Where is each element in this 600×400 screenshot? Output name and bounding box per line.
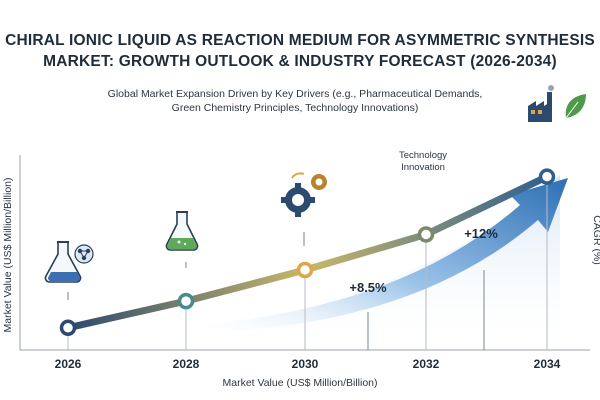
x-axis-title: Market Value (US$ Million/Billion) bbox=[222, 377, 377, 389]
flask-molecule-icon bbox=[44, 241, 94, 283]
data-point-2026 bbox=[59, 319, 77, 337]
growth-arrow bbox=[190, 178, 568, 332]
chart-subtitle: Global Market Expansion Driven by Key Dr… bbox=[60, 87, 530, 115]
factory-leaf-icon bbox=[528, 85, 586, 122]
gears-icon bbox=[281, 172, 327, 217]
data-markers bbox=[59, 168, 556, 337]
arrow-shape bbox=[190, 178, 568, 332]
callout-line-2: Innovation bbox=[401, 162, 445, 173]
subtitle-line-2: Green Chemistry Principles, Technology I… bbox=[171, 102, 419, 114]
title-line-1: CHIRAL IONIC LIQUID AS REACTION MEDIUM F… bbox=[5, 32, 595, 49]
subtitle-line-1: Global Market Expansion Driven by Key Dr… bbox=[107, 88, 483, 100]
x-tick-2034: 2034 bbox=[534, 357, 561, 371]
data-point-2028 bbox=[177, 292, 195, 310]
callout-line-1: Technology bbox=[399, 150, 447, 161]
annotation-8-5: +8.5% bbox=[349, 280, 387, 295]
title-line-2: MARKET: GROWTH OUTLOOK & INDUSTRY FORECA… bbox=[43, 53, 557, 70]
annotation-12: +12% bbox=[464, 226, 498, 241]
shaded-area bbox=[190, 175, 560, 350]
x-tick-2028: 2028 bbox=[173, 357, 200, 371]
erlenmeyer-flask-icon bbox=[165, 211, 199, 251]
data-point-2034 bbox=[538, 168, 556, 185]
area-fill bbox=[190, 175, 560, 350]
data-point-2032 bbox=[417, 226, 435, 243]
drop-lines bbox=[67, 184, 548, 350]
y2-axis-title: CAGR (%) bbox=[591, 215, 600, 265]
x-tick-2032: 2032 bbox=[413, 357, 440, 371]
y-axis-title: Market Value (US$ Million/Billion) bbox=[2, 177, 14, 332]
chart-title: CHIRAL IONIC LIQUID AS REACTION MEDIUM F… bbox=[0, 30, 600, 72]
x-tick-labels: 2026 2028 2030 2032 2034 bbox=[55, 357, 561, 371]
x-tick-2030: 2030 bbox=[292, 357, 319, 371]
data-point-2030 bbox=[296, 261, 314, 279]
x-tick-2026: 2026 bbox=[55, 357, 82, 371]
